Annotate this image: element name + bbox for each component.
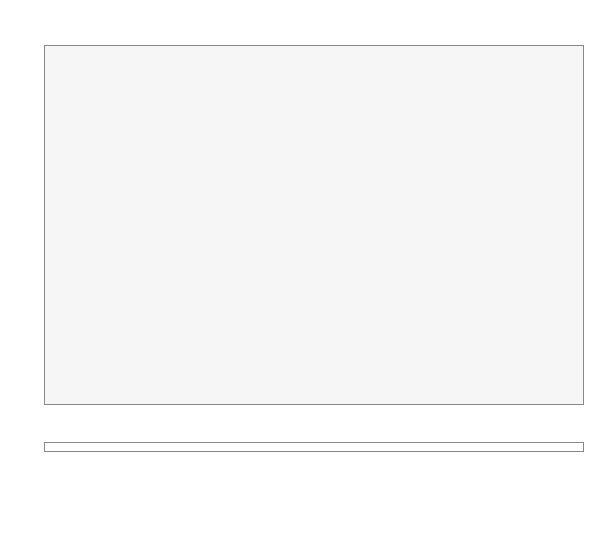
chart-lines-svg bbox=[45, 46, 585, 406]
legend bbox=[44, 442, 584, 452]
chart-title bbox=[0, 0, 600, 6]
chart-plot-area bbox=[44, 45, 584, 405]
